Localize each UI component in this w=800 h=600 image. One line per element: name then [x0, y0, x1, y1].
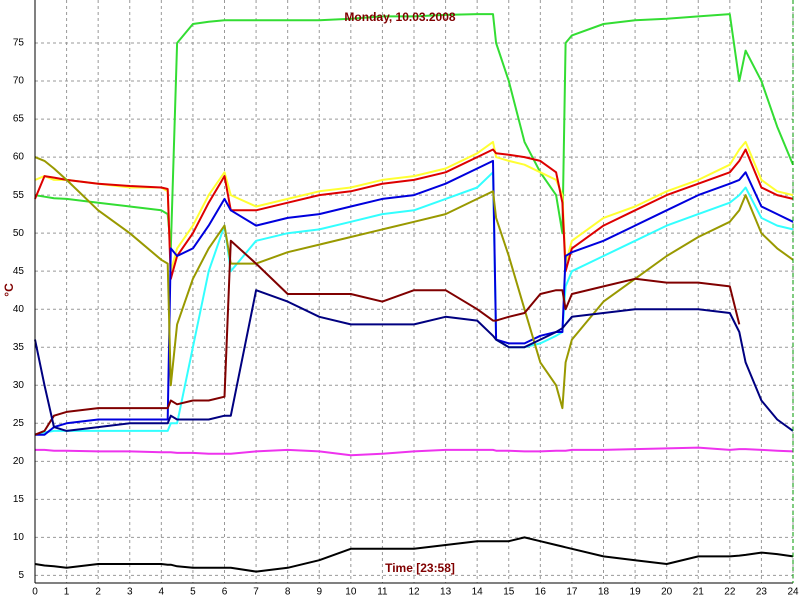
x-tick-label: 23	[756, 587, 768, 598]
x-tick-label: 13	[440, 587, 452, 598]
series-line	[34, 239, 741, 436]
y-tick-label: 35	[13, 342, 25, 353]
y-tick-label: 70	[13, 76, 25, 87]
x-tick-label: 15	[503, 587, 515, 598]
y-tick-label: 55	[13, 190, 25, 201]
y-tick-label: 60	[13, 152, 25, 163]
x-tick-label: 19	[630, 587, 642, 598]
y-axis-label: °C	[2, 283, 16, 297]
x-tick-label: 9	[316, 587, 322, 598]
x-tick-label: 2	[95, 587, 101, 598]
y-tick-label: 40	[13, 304, 25, 315]
chart-title: Monday, 10.03.2008	[344, 10, 455, 24]
x-tick-label: 16	[535, 587, 547, 598]
series-line	[34, 13, 794, 250]
series-line	[34, 156, 794, 410]
y-tick-label: 75	[13, 38, 25, 49]
x-tick-label: 10	[345, 587, 357, 598]
y-tick-label: 30	[13, 380, 25, 391]
series-line	[34, 171, 794, 436]
x-tick-label: 20	[661, 587, 673, 598]
series-line	[35, 159, 794, 436]
y-tick-label: 45	[13, 266, 25, 277]
x-tick-label: 21	[693, 587, 705, 598]
y-tick-label: 10	[13, 532, 25, 543]
x-tick-label: 6	[222, 587, 228, 598]
x-tick-label: 22	[724, 587, 736, 598]
lines	[34, 13, 794, 573]
series-line	[34, 289, 794, 432]
x-axis-label: Time [23:58]	[385, 561, 455, 575]
x-tick-label: 0	[32, 587, 38, 598]
y-tick-label: 20	[13, 456, 25, 467]
x-tick-label: 14	[472, 587, 484, 598]
y-tick-label: 65	[13, 114, 25, 125]
x-tick-label: 4	[159, 587, 165, 598]
series-line	[34, 148, 794, 280]
series-line	[35, 446, 794, 457]
x-tick-label: 1	[64, 587, 70, 598]
series-line	[34, 536, 794, 573]
x-tick-label: 18	[598, 587, 610, 598]
grid	[34, 0, 794, 583]
x-tick-label: 8	[285, 587, 291, 598]
x-tick-label: 3	[127, 587, 133, 598]
x-tick-label: 24	[787, 587, 799, 598]
series-line	[34, 140, 794, 273]
y-tick-label: 25	[13, 418, 25, 429]
x-tick-label: 17	[566, 587, 578, 598]
x-tick-label: 11	[377, 587, 388, 598]
y-tick-label: 50	[13, 228, 25, 239]
x-tick-label: 7	[253, 587, 259, 598]
y-tick-label: 15	[13, 494, 25, 505]
y-tick-label: 5	[18, 570, 24, 581]
x-tick-label: 12	[408, 587, 420, 598]
x-tick-label: 5	[190, 587, 196, 598]
